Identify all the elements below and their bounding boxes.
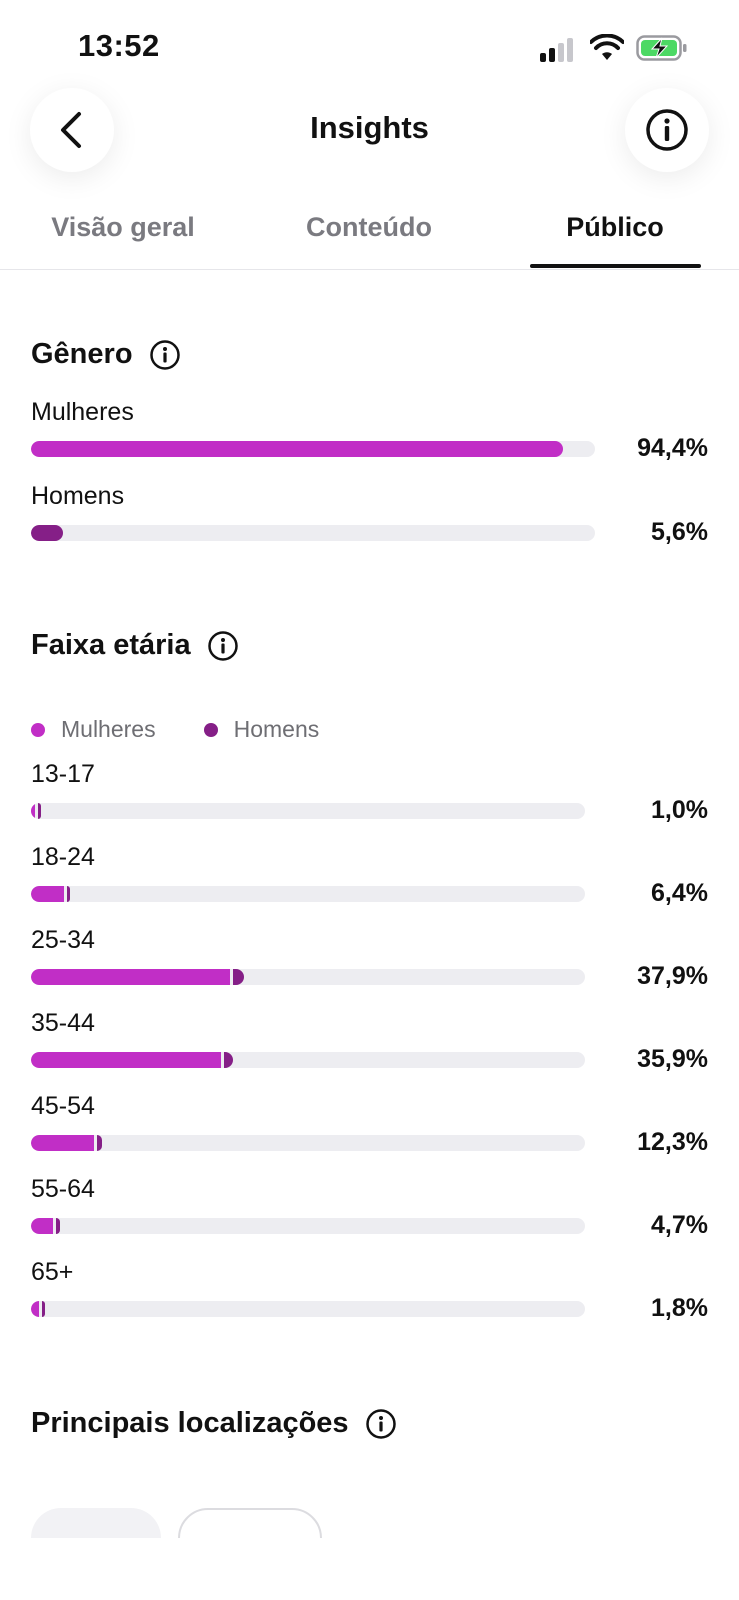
tab-overview[interactable]: Visão geral <box>51 212 195 242</box>
info-button[interactable] <box>625 88 709 172</box>
locations-section-title: Principais localizações <box>31 1407 397 1440</box>
locations-title: Principais localizações <box>31 1407 349 1439</box>
age-bar-women <box>31 1301 39 1317</box>
info-icon[interactable] <box>207 630 239 662</box>
chevron-left-icon <box>61 112 81 148</box>
age-bar-women <box>31 1052 222 1068</box>
gender-bar-women <box>31 441 595 457</box>
header: Insights <box>0 80 739 190</box>
location-chip[interactable] <box>178 1508 322 1538</box>
age-value: 12,3% <box>637 1128 708 1156</box>
age-bar-men <box>96 1135 103 1151</box>
age-label: 18-24 <box>31 843 95 871</box>
age-bar-women <box>31 1218 53 1234</box>
legend-dot-women <box>31 722 45 737</box>
status-time: 13:52 <box>78 28 160 63</box>
age-value: 4,7% <box>651 1211 708 1239</box>
legend-label-men: Homens <box>233 716 320 742</box>
age-bar-track <box>31 1052 585 1068</box>
age-bar-women <box>31 1135 94 1151</box>
gender-title: Gênero <box>31 338 133 370</box>
age-label: 65+ <box>31 1258 74 1286</box>
age-bar-men <box>233 969 244 985</box>
age-value: 35,9% <box>637 1045 708 1073</box>
age-section-title: Faixa etária <box>31 629 239 662</box>
wifi-icon <box>590 34 624 60</box>
age-label: 25-34 <box>31 926 95 954</box>
age-bar-women <box>31 886 65 902</box>
legend-label-women: Mulheres <box>61 716 156 742</box>
age-value: 6,4% <box>651 879 708 907</box>
age-bar-track <box>31 1301 585 1317</box>
gender-value-women: 94,4% <box>637 434 708 462</box>
info-icon[interactable] <box>149 339 181 371</box>
info-icon[interactable] <box>365 1408 397 1440</box>
age-label: 35-44 <box>31 1009 95 1037</box>
age-bar-track <box>31 1135 585 1151</box>
age-bar-track <box>31 803 585 819</box>
battery-charging-icon <box>636 35 687 61</box>
gender-label-women: Mulheres <box>31 398 134 426</box>
age-value: 1,8% <box>651 1294 708 1322</box>
gender-bar-fill-men <box>31 525 63 541</box>
age-bar-men <box>67 886 71 902</box>
back-button[interactable] <box>30 88 114 172</box>
age-bar-women <box>31 969 231 985</box>
info-icon <box>646 109 688 151</box>
age-label: 13-17 <box>31 760 95 788</box>
age-bar-track <box>31 969 585 985</box>
gender-value-men: 5,6% <box>651 518 708 546</box>
legend-dot-men <box>203 722 218 737</box>
cellular-signal-icon <box>540 36 576 62</box>
age-bar-men <box>38 803 42 819</box>
gender-bar-men <box>31 525 595 541</box>
age-label: 55-64 <box>31 1175 95 1203</box>
tab-audience[interactable]: Público <box>566 212 664 242</box>
age-title: Faixa etária <box>31 629 191 661</box>
age-label: 45-54 <box>31 1092 95 1120</box>
tab-bar: Visão geral Conteúdo Público <box>0 190 739 270</box>
age-bar-men <box>55 1218 61 1234</box>
age-value: 37,9% <box>637 962 708 990</box>
age-bar-men <box>41 1301 45 1317</box>
location-chip-selected[interactable] <box>31 1508 161 1538</box>
page-title: Insights <box>310 110 429 145</box>
tab-content[interactable]: Conteúdo <box>306 212 432 242</box>
location-filter-chips <box>31 1508 711 1538</box>
active-tab-indicator <box>530 264 701 268</box>
gender-label-men: Homens <box>31 482 125 510</box>
age-value: 1,0% <box>651 796 708 824</box>
gender-bar-fill-women <box>31 441 564 457</box>
age-bar-women <box>31 803 36 819</box>
age-bar-track <box>31 1218 585 1234</box>
age-bar-men <box>224 1052 233 1068</box>
age-bar-track <box>31 886 585 902</box>
gender-section-title: Gênero <box>31 338 181 371</box>
status-bar: 13:52 <box>0 0 739 90</box>
age-legend: Mulheres Homens <box>31 716 319 743</box>
